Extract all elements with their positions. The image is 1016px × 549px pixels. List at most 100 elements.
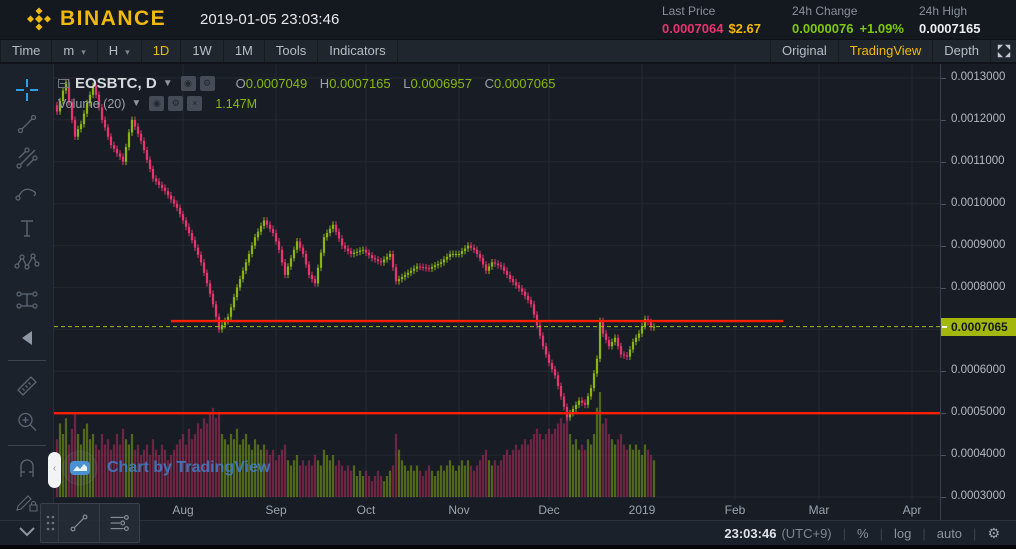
high-value: 0.0007165: [919, 21, 981, 36]
drag-handle-icon[interactable]: [41, 504, 58, 542]
chart-legend: EOSBTC, D ▼ ◉ ⚙ O0.0007049 H0.0007165 L0…: [58, 73, 555, 113]
eye-icon[interactable]: ◉: [180, 76, 196, 91]
view-tradingview-button[interactable]: TradingView: [837, 40, 933, 62]
text-icon: [21, 220, 33, 237]
chevron-down-icon[interactable]: [15, 523, 39, 541]
settings-gear-icon[interactable]: ⚙: [987, 524, 1000, 541]
tools-button[interactable]: Tools: [265, 40, 319, 62]
gear-icon[interactable]: ⚙: [199, 76, 215, 91]
price-tick-label: 0.0010000: [941, 197, 1005, 211]
stat-label: 24h Change: [792, 4, 858, 18]
stat-label: Last Price: [662, 4, 716, 18]
time-tick-label: Dec: [538, 503, 560, 517]
favorites-toolbar: [40, 503, 140, 543]
price-tick-label: 0.0012000: [941, 113, 1005, 127]
time-tick-label: Feb: [724, 503, 746, 517]
change-percent: +1.09%: [859, 21, 904, 36]
volume-value: 1.147M: [215, 96, 258, 111]
caret-down-icon[interactable]: ▼: [131, 98, 142, 109]
time-tick-label: Nov: [448, 503, 470, 517]
price-tick-label: 0.0005000: [941, 406, 1005, 420]
price-tick-label: 0.0009000: [941, 239, 1005, 253]
volume-study-label[interactable]: Volume (20): [58, 96, 126, 111]
indicators-button[interactable]: Indicators: [318, 40, 398, 62]
view-original-button[interactable]: Original: [769, 40, 838, 62]
close-icon[interactable]: ×: [187, 96, 203, 111]
brand-name: BINANCE: [60, 7, 167, 30]
stat-label: 24h High: [919, 4, 968, 18]
price-tick-label: 0.0006000: [941, 364, 1005, 378]
tool-arrow-left[interactable]: [13, 324, 41, 352]
sidebar-collapse-handle[interactable]: ‹: [48, 452, 61, 488]
auto-scale-toggle[interactable]: auto: [936, 525, 963, 541]
time-tick-label: 2019: [628, 503, 656, 517]
tool-ruler[interactable]: [13, 372, 41, 400]
tool-forecast[interactable]: [13, 286, 41, 314]
tool-xabcd-pattern[interactable]: [13, 249, 41, 277]
caret-down-icon[interactable]: ▼: [162, 78, 173, 89]
interval-minutes-dropdown[interactable]: m ▾: [52, 40, 98, 62]
tool-trend-line[interactable]: [13, 110, 41, 138]
time-tick-label: Sep: [265, 503, 287, 517]
bottom-status-bar: 23:03:46 (UTC+9) | % | log | auto | ⚙: [0, 520, 1016, 545]
last-price-value: 0.0007064: [662, 21, 724, 36]
tool-crosshair[interactable]: [13, 76, 41, 104]
top-bar: BINANCE 2019-01-05 23:03:46 Last Price 0…: [0, 0, 1016, 40]
fullscreen-button[interactable]: [990, 40, 1016, 62]
object-tree-icon: [110, 514, 130, 532]
trend-line-icon: [17, 114, 37, 134]
forecast-icon: [16, 291, 38, 309]
interval-1m-button[interactable]: 1M: [224, 40, 265, 62]
statusbar-time: 23:03:46: [724, 525, 777, 541]
time-tick-label: Oct: [356, 503, 376, 517]
stat-last-price: Last Price 0.0007064 $2.67: [662, 4, 792, 36]
trend-line-icon: [70, 514, 88, 532]
chart-toolbar: Time m ▾ H ▾ 1D 1W 1M Tools Indicators Ori…: [0, 40, 1016, 64]
tool-draw-lock[interactable]: [13, 488, 41, 516]
change-value: 0.0000076: [792, 21, 854, 36]
caret-down-icon: ▾: [81, 47, 86, 57]
xabcd-pattern-icon: [14, 253, 40, 270]
candlestick-plot[interactable]: [54, 64, 940, 500]
expand-icon: [997, 44, 1010, 58]
symbol-title[interactable]: EOSBTC, D: [75, 75, 157, 92]
sidebar-divider: [8, 445, 46, 446]
price-tick-label: 0.0011000: [941, 155, 1005, 169]
interval-1d-button[interactable]: 1D: [142, 40, 182, 62]
tool-brush[interactable]: [13, 179, 41, 207]
interval-hours-dropdown[interactable]: H ▾: [98, 40, 142, 62]
tool-gann-fan[interactable]: [13, 144, 41, 172]
magnet-icon: [20, 459, 34, 477]
drawing-tools-sidebar: [0, 64, 54, 520]
interval-1w-button[interactable]: 1W: [181, 40, 224, 62]
tool-magnet[interactable]: [13, 454, 41, 482]
caret-down-icon: ▾: [125, 47, 130, 57]
tool-zoom-in[interactable]: [13, 408, 41, 436]
interval-time-button[interactable]: Time: [0, 40, 53, 62]
gear-icon[interactable]: ⚙: [168, 96, 184, 111]
price-tick-label: 0.0013000: [941, 71, 1005, 85]
price-axis[interactable]: 0.0007065 0.0013000 0.0012000 0.0011000 0.0…: [940, 64, 1016, 520]
percent-scale-toggle[interactable]: %: [857, 525, 869, 541]
last-price-usd: $2.67: [728, 21, 761, 36]
eye-icon[interactable]: ◉: [149, 96, 165, 111]
binance-logo[interactable]: BINANCE: [26, 6, 166, 32]
collapse-series-icon[interactable]: [58, 79, 69, 88]
time-axis[interactable]: Aug Sep Oct Nov Dec 2019 Feb Mar Apr: [54, 500, 940, 520]
view-depth-button[interactable]: Depth: [932, 40, 990, 62]
zoom-in-icon: [18, 412, 37, 431]
stat-24h-high: 24h High 0.0007165: [919, 4, 1016, 36]
gann-fan-icon: [16, 147, 38, 169]
arrow-left-icon: [22, 331, 32, 345]
current-datetime: 2019-01-05 23:03:46: [200, 11, 340, 28]
ohlc-values: O0.0007049 H0.0007165 L0.0006957 C0.0007…: [235, 76, 556, 91]
trend-line-favorite-button[interactable]: [58, 504, 99, 542]
statusbar-timezone[interactable]: (UTC+9): [781, 525, 832, 541]
object-tree-button[interactable]: [98, 504, 140, 542]
price-tick-label: 0.0008000: [941, 281, 1005, 295]
log-scale-toggle[interactable]: log: [893, 525, 912, 541]
tool-text[interactable]: [13, 214, 41, 242]
price-tick-label: 0.0003000: [941, 490, 1005, 504]
window-edge: [0, 545, 1016, 549]
